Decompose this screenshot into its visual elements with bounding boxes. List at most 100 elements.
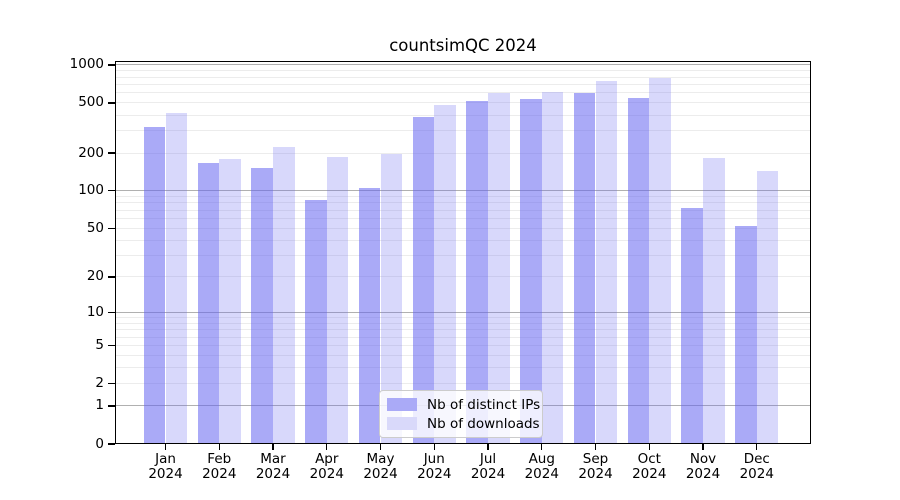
bar-nb-of-distinct-ips-dec-2024 — [735, 226, 757, 444]
x-axis-tick — [594, 444, 597, 450]
bar-nb-of-downloads-jun-2024 — [434, 105, 456, 444]
bar-nb-of-downloads-oct-2024 — [649, 77, 671, 444]
bar-nb-of-downloads-nov-2024 — [703, 158, 725, 444]
y-axis-tick — [108, 227, 115, 229]
gridline-minor — [115, 202, 811, 204]
x-tick-label: Nov 2024 — [685, 451, 721, 482]
bar-nb-of-distinct-ips-feb-2024 — [197, 162, 220, 444]
gridline-major — [115, 190, 811, 192]
x-tick-label: Jun 2024 — [417, 451, 452, 482]
gridline-minor — [115, 317, 811, 319]
y-axis-tick — [108, 152, 115, 154]
bar-nb-of-distinct-ips-oct-2024 — [627, 97, 650, 444]
gridline-minor — [115, 196, 811, 198]
bar-nb-of-distinct-ips-jun-2024 — [412, 116, 435, 444]
bar-nb-of-downloads-mar-2024 — [273, 146, 295, 444]
bar-nb-of-distinct-ips-jan-2024 — [143, 127, 166, 444]
gridline-minor — [115, 130, 811, 132]
y-axis-tick — [108, 190, 115, 192]
legend-label-distinct-ips: Nb of distinct IPs — [427, 396, 541, 413]
x-tick-label: Mar 2024 — [255, 451, 291, 482]
legend-swatch-downloads-icon — [387, 417, 417, 430]
gridline-minor — [115, 276, 811, 278]
bar-nb-of-downloads-jul-2024 — [488, 92, 510, 444]
y-tick-label: 500 — [78, 94, 104, 111]
bar-nb-of-distinct-ips-may-2024 — [358, 187, 381, 444]
y-axis-tick — [108, 383, 115, 385]
gridline-minor — [115, 227, 811, 229]
gridline-minor — [115, 92, 811, 94]
y-tick-label: 50 — [86, 219, 104, 236]
x-axis-tick — [164, 444, 167, 450]
x-tick-label: Oct 2024 — [632, 451, 667, 482]
gridline-minor — [115, 70, 811, 72]
x-axis-tick — [218, 444, 220, 450]
x-tick-label: Jan 2024 — [148, 451, 183, 482]
y-tick-label: 5 — [95, 337, 104, 354]
gridline-minor — [115, 329, 811, 331]
x-axis-tick — [487, 444, 489, 450]
y-tick-label: 2 — [95, 375, 104, 392]
bar-nb-of-distinct-ips-nov-2024 — [681, 207, 703, 444]
x-axis-tick — [433, 444, 435, 450]
gridline-minor — [115, 255, 811, 257]
y-axis-tick — [108, 344, 115, 347]
bar-nb-of-distinct-ips-mar-2024 — [251, 168, 273, 444]
x-axis-tick — [756, 444, 758, 450]
gridline-minor — [115, 367, 811, 369]
x-tick-label: May 2024 — [363, 451, 398, 482]
x-axis-tick — [379, 444, 382, 450]
y-tick-label: 10 — [86, 303, 104, 320]
y-tick-label: 1 — [95, 397, 104, 414]
gridline-major — [115, 311, 811, 313]
legend: Nb of distinct IPs Nb of downloads — [379, 390, 543, 438]
y-axis-tick — [108, 64, 115, 66]
x-axis-tick — [541, 444, 543, 450]
x-axis-tick — [648, 444, 650, 450]
gridline-minor — [115, 84, 811, 85]
gridline-minor — [115, 239, 811, 241]
chart-title: countsimQC 2024 — [389, 36, 537, 55]
legend-label-downloads: Nb of downloads — [427, 415, 540, 432]
x-axis-tick — [702, 444, 704, 450]
legend-item-downloads: Nb of downloads — [387, 416, 542, 432]
y-tick-label: 200 — [78, 144, 104, 161]
gridline-minor — [115, 114, 811, 116]
gridline-minor — [115, 322, 811, 324]
y-axis-tick — [108, 276, 115, 278]
gridline-minor — [115, 217, 811, 219]
x-axis-tick — [326, 444, 328, 450]
y-axis-tick — [108, 102, 115, 104]
gridline-minor — [115, 345, 811, 347]
bar-nb-of-downloads-aug-2024 — [541, 91, 564, 444]
bar-nb-of-downloads-feb-2024 — [219, 159, 241, 444]
y-axis-tick — [108, 405, 115, 407]
bar-nb-of-downloads-may-2024 — [380, 154, 403, 444]
gridline-minor — [115, 336, 811, 338]
legend-swatch-distinct-ips-icon — [387, 398, 417, 411]
bar-nb-of-downloads-sep-2024 — [595, 80, 618, 444]
x-tick-label: Apr 2024 — [309, 451, 344, 482]
x-tick-label: Feb 2024 — [202, 451, 237, 482]
bar-nb-of-downloads-apr-2024 — [326, 157, 349, 444]
bar-nb-of-distinct-ips-jul-2024 — [466, 100, 488, 444]
gridline-minor — [115, 209, 811, 211]
y-tick-label: 1000 — [69, 56, 104, 73]
x-tick-label: Sep 2024 — [578, 451, 613, 482]
bar-nb-of-downloads-dec-2024 — [756, 171, 779, 444]
legend-item-distinct-ips: Nb of distinct IPs — [387, 397, 542, 413]
gridline-minor — [115, 76, 811, 78]
x-tick-label: Aug 2024 — [524, 451, 559, 482]
y-tick-label: 100 — [78, 182, 104, 199]
y-tick-label: 20 — [86, 268, 104, 285]
gridline-major — [115, 64, 811, 66]
y-tick-label: 0 — [95, 435, 104, 452]
gridline-minor — [115, 152, 811, 154]
gridline-minor — [115, 102, 811, 104]
y-axis-tick — [108, 443, 115, 445]
x-tick-label: Dec 2024 — [739, 451, 774, 482]
bar-nb-of-downloads-jan-2024 — [165, 112, 188, 444]
gridline-minor — [115, 383, 811, 385]
bar-nb-of-distinct-ips-aug-2024 — [520, 98, 542, 444]
